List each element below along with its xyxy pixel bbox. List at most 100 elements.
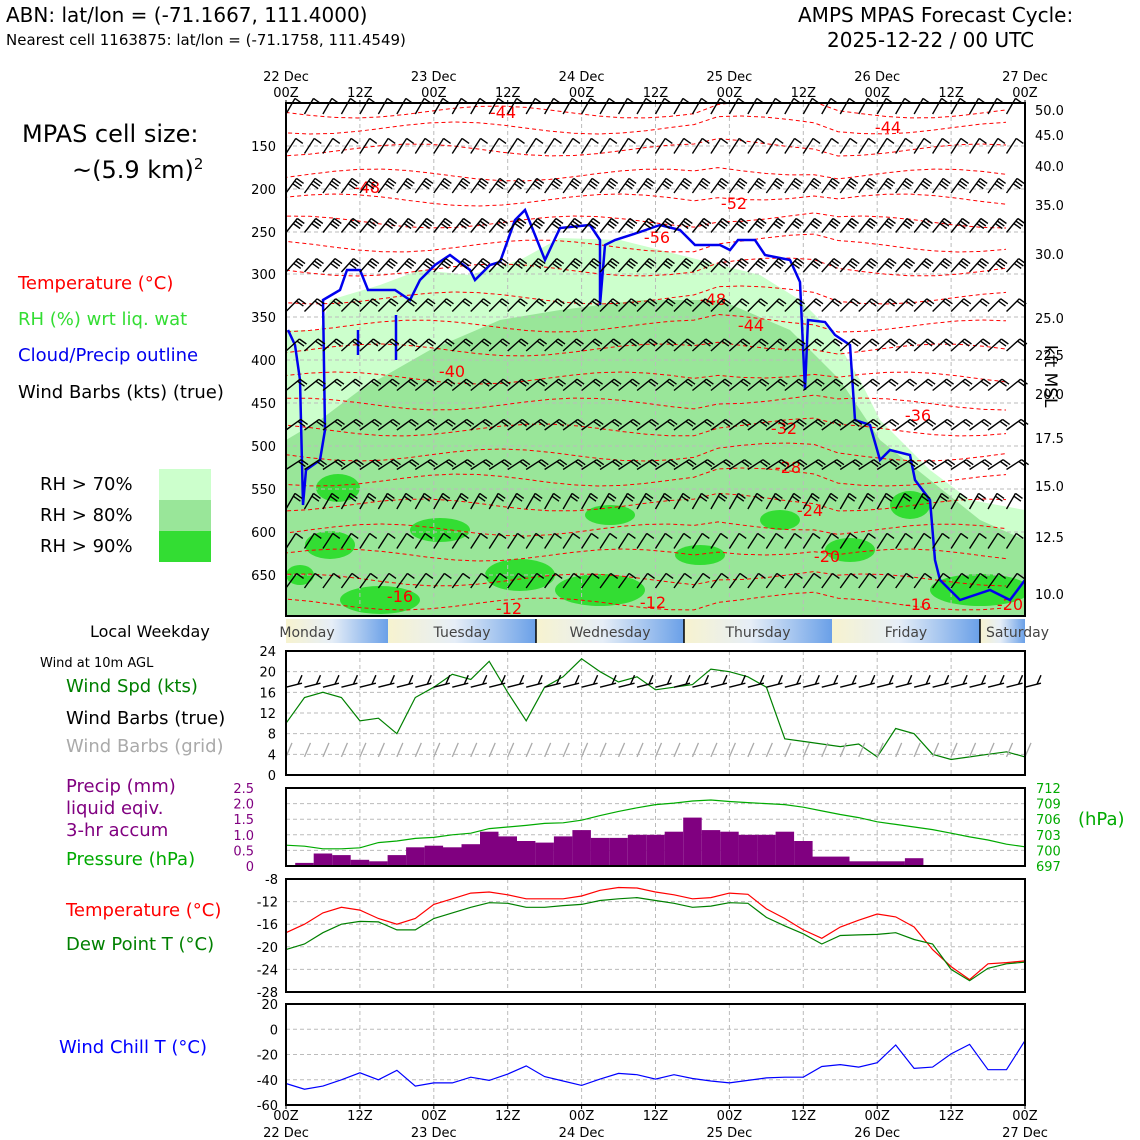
wind-barb-feather [445, 420, 454, 427]
wind-barb-feather [630, 298, 639, 305]
wind-barb-staff [728, 218, 742, 233]
wind-barb-feather [722, 258, 731, 265]
wind-barb-staff [876, 572, 889, 589]
wind-barb-feather [408, 258, 417, 265]
wind-barb-feather [577, 418, 586, 425]
wind-barb-feather [1015, 220, 1024, 227]
wind-barb-feather [495, 183, 504, 190]
wind-barb-feather [756, 220, 765, 227]
wind-barb-staff [691, 533, 703, 549]
precip-bar [738, 834, 758, 866]
wind-barb-feather [484, 378, 493, 385]
wind-barb-feather [902, 222, 911, 230]
wind-barb-feather [960, 260, 969, 267]
wind-barb-feather [517, 572, 526, 579]
wind-barb-feather [777, 380, 786, 387]
wind-barb-feather [780, 418, 789, 425]
wind-barb-feather [704, 460, 713, 468]
wind10m-grid-barbs [285, 742, 1032, 758]
temperature-tick-label: -16 [257, 918, 278, 933]
wind-barb-staff [691, 98, 703, 115]
wind-barb-feather [572, 260, 581, 267]
wind-barb-feather [976, 222, 985, 230]
wind-barb-staff [488, 177, 501, 194]
wind-barb-feather [830, 492, 839, 499]
wind-barb-feather [611, 380, 619, 387]
legend-dewpoint: Dew Point T (°C) [66, 934, 215, 955]
wind-barb-staff [340, 98, 352, 115]
wind-barb-feather [886, 137, 895, 144]
wind-barb-feather [871, 298, 879, 305]
wind-barb-feather [496, 222, 504, 230]
wind-barb-staff [654, 258, 669, 273]
wind-barb-feather [574, 380, 583, 387]
wind-barb-staff [322, 98, 333, 115]
wind-barb-feather [386, 180, 395, 187]
wind-barb-staff [876, 258, 890, 273]
wind-barb-feather [994, 183, 1003, 190]
wind-barb-feather [700, 180, 709, 187]
wind-barb-feather [516, 492, 525, 499]
wind-barb-feather [942, 572, 951, 579]
wind-barb-staff [322, 177, 335, 194]
wind-barb-feather [446, 298, 454, 305]
wind-barb-feather [314, 300, 323, 307]
wind10m-grid-barb [396, 742, 404, 758]
wind-barb-feather [832, 380, 841, 387]
wind-barb-feather [683, 137, 692, 144]
wind-barb-feather [757, 260, 766, 267]
wind-barb-feather [536, 572, 545, 579]
bottom-time-label: 12Z [643, 1109, 669, 1124]
wind-barb-feather [995, 262, 1004, 269]
wind-barb-feather [296, 340, 305, 347]
wind-barb-feather [650, 378, 659, 385]
wind-barb-feather [923, 137, 932, 144]
wind-barb-feather [428, 338, 437, 345]
wind-barb-feather [633, 459, 642, 466]
wind-barb-feather [724, 378, 733, 385]
wind-barb-feather [366, 495, 375, 502]
wind-barb-staff [451, 98, 462, 115]
wind-barb-staff [377, 572, 390, 589]
wind-barb-staff [913, 138, 925, 154]
wind-barb-feather [698, 183, 707, 190]
temperature-tick-label: -28 [257, 986, 278, 1001]
wind-barb-feather [891, 459, 900, 466]
wind-barb-feather [662, 222, 671, 230]
wind-barb-feather [465, 378, 474, 385]
wind-barb-feather [591, 177, 600, 184]
wind-barb-feather [719, 492, 728, 499]
wind-barb-feather [742, 378, 751, 385]
wind-barb-feather [997, 137, 1006, 144]
rh90-blob [410, 518, 470, 542]
windchill-tick-label: -40 [257, 1074, 278, 1089]
wind-barb-feather [350, 137, 359, 144]
wind-barb-feather [665, 572, 674, 579]
wind-barb-staff [636, 493, 647, 510]
wind10m-barb-feather [888, 674, 894, 685]
wind-barb-feather [794, 260, 803, 267]
wind-barb-staff [968, 98, 980, 115]
wind-barb-feather [904, 220, 913, 227]
wind-barb-feather [832, 217, 841, 225]
wind-barb-feather [775, 532, 784, 539]
wind-barb-staff [802, 533, 814, 549]
wind-barb-feather [391, 378, 400, 385]
wind-barb-staff [747, 177, 760, 194]
wind-barb-feather [348, 222, 357, 230]
wind-barb-feather [443, 260, 452, 267]
wind-barb-feather [646, 260, 655, 267]
wind-barb-feather [980, 340, 988, 347]
wind-barb-staff [303, 258, 318, 273]
wind-barb-feather [809, 183, 818, 190]
wind-barb-feather [887, 177, 896, 184]
wind-barb-feather [596, 459, 605, 466]
wind-barb-feather [518, 217, 527, 225]
precip-bar [627, 834, 647, 866]
wind10m-barb [359, 682, 377, 688]
wind-barb-feather [331, 220, 340, 227]
wind-barb-feather [680, 222, 689, 230]
wind-barb-feather [683, 532, 692, 539]
wind10m-grid-barb [821, 742, 829, 758]
wind-barb-feather [902, 262, 911, 269]
